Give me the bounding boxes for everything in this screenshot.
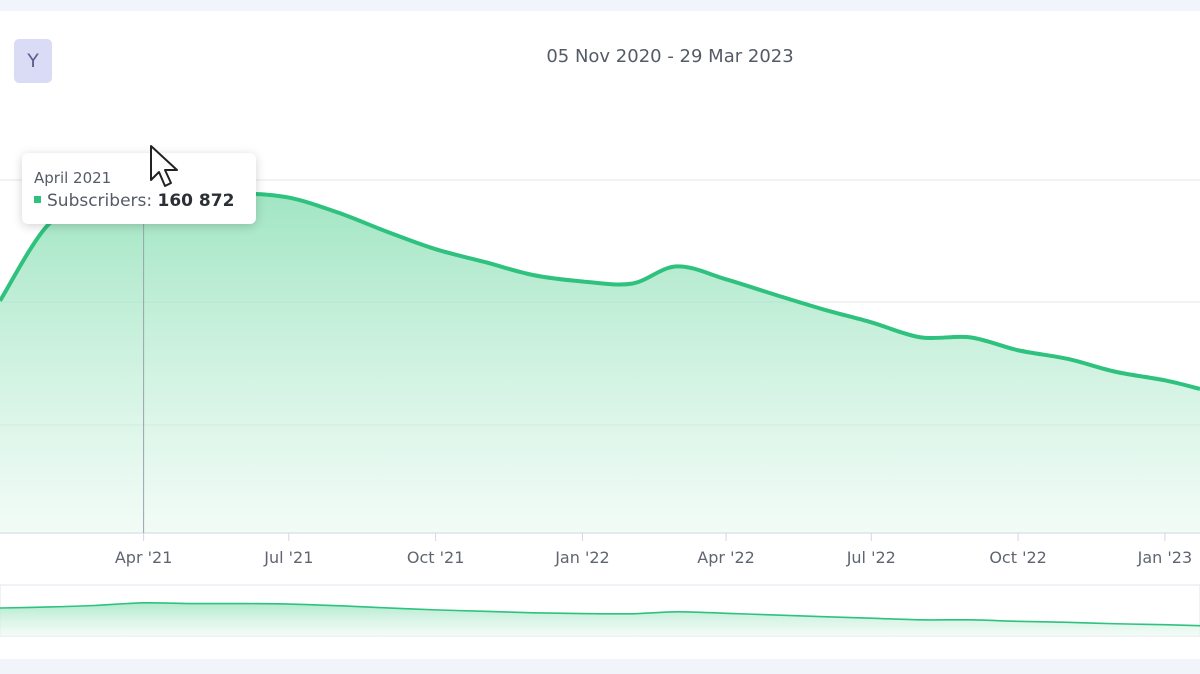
x-tick-label: Jan '23 [1137, 548, 1193, 567]
navigator-area [0, 602, 1200, 636]
data-point[interactable] [966, 333, 974, 341]
x-tick-label: Apr '21 [115, 548, 173, 567]
data-point[interactable] [481, 258, 489, 266]
data-point[interactable] [917, 333, 925, 341]
tooltip-row: Subscribers: 160 872 [34, 191, 234, 211]
area-path [0, 186, 1200, 533]
data-point[interactable] [432, 245, 440, 253]
data-point[interactable] [819, 305, 827, 313]
range-navigator[interactable] [0, 584, 1200, 637]
data-point[interactable] [1014, 346, 1022, 354]
x-tick-label: Oct '21 [407, 548, 465, 567]
area-fill [0, 186, 1200, 533]
data-point[interactable] [1161, 376, 1169, 384]
data-point[interactable] [722, 275, 730, 283]
data-point[interactable] [867, 318, 875, 326]
x-axis: Apr '21 Jul '21 Oct '21 Jan '22 Apr '22 Jul '… [0, 532, 1200, 567]
series-marker-icon [34, 195, 41, 203]
period-toggle-button[interactable]: Y [14, 39, 52, 83]
navigator-line [0, 601, 1200, 627]
hover-tooltip: April 2021 Subscribers: 160 872 [22, 153, 256, 224]
data-point[interactable] [578, 277, 586, 285]
x-tick-label: Oct '22 [989, 548, 1047, 567]
data-point[interactable] [1064, 355, 1072, 363]
date-range-label: 05 Nov 2020 - 29 Mar 2023 [546, 46, 794, 67]
x-tick-label: Apr '22 [697, 548, 755, 567]
data-point[interactable] [529, 271, 537, 279]
data-point[interactable] [628, 280, 636, 288]
x-tick-label: Jan '22 [554, 548, 610, 567]
data-point[interactable] [285, 194, 293, 202]
mouse-pointer-icon [150, 145, 178, 187]
data-point[interactable] [384, 228, 392, 236]
tooltip-series-label: Subscribers: [47, 191, 153, 211]
tooltip-title: April 2021 [34, 169, 112, 187]
x-tick-label: Jul '21 [263, 548, 313, 567]
data-point[interactable] [673, 262, 681, 270]
x-tick-label: Jul '22 [846, 548, 896, 567]
data-point[interactable] [770, 290, 778, 298]
tooltip-value: 160 872 [157, 191, 235, 211]
data-point[interactable] [334, 209, 342, 217]
data-point[interactable] [1111, 368, 1119, 376]
